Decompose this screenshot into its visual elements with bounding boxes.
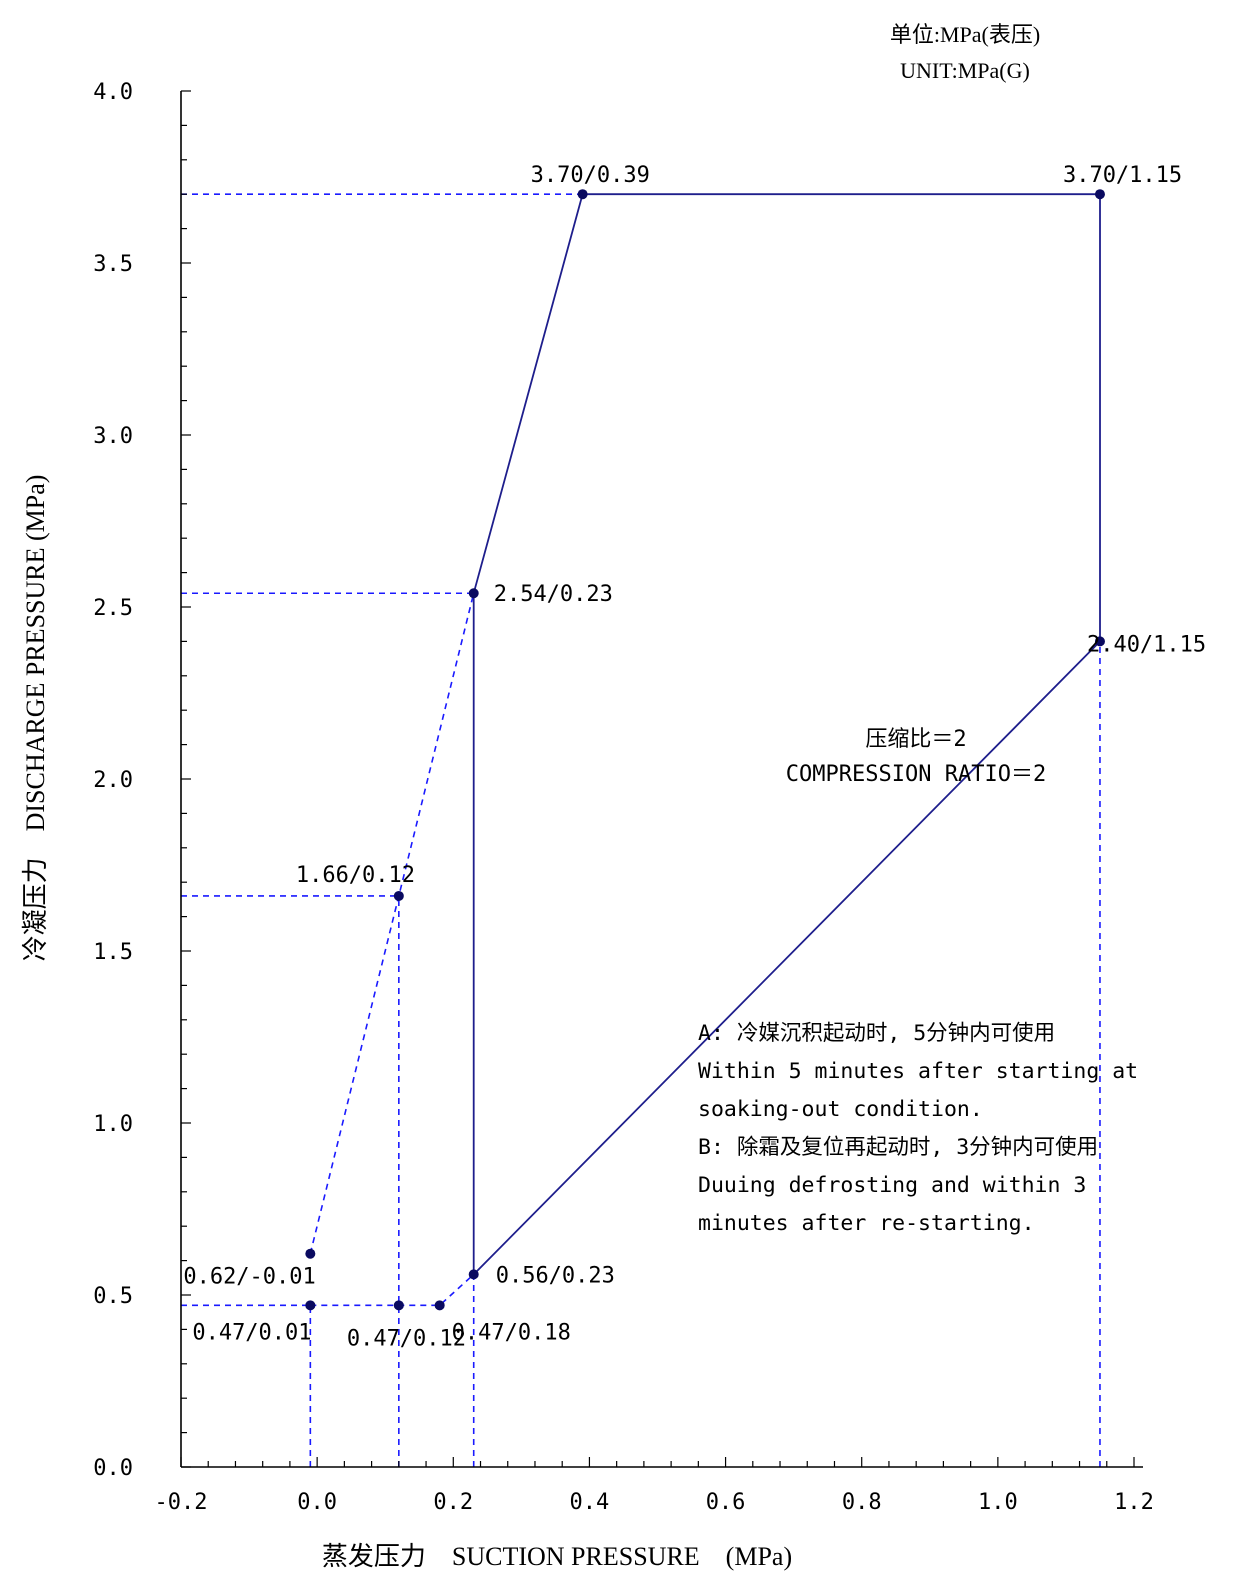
y-tick-label: 0.0 [93,1456,133,1481]
note-line: Duuing defrosting and within 3 [698,1173,1086,1198]
data-points [305,189,1105,1311]
x-tick-label: -0.2 [155,1490,208,1515]
y-tick-label: 1.5 [93,940,133,965]
data-point [468,1269,479,1280]
reference-lines [181,193,1101,1467]
compression-ratio-en: COMPRESSION RATIO＝2 [786,762,1046,787]
x-tick-label: 0.2 [433,1490,473,1515]
data-point [434,1300,445,1311]
data-point [468,588,479,599]
y-tick-label: 1.0 [93,1112,133,1137]
data-point [305,1248,316,1259]
x-tick-label: 0.8 [842,1490,882,1515]
solid-envelope [472,193,1101,1276]
point-label: 3.70/1.15 [1063,163,1182,188]
y-tick-label: 3.5 [93,252,133,277]
point-label: 0.62/-0.01 [183,1265,315,1290]
data-point [393,1300,404,1311]
point-label: 1.66/0.12 [296,863,415,888]
point-label: 3.70/0.39 [531,163,650,188]
x-tick-label: 0.0 [297,1490,337,1515]
note-line: soaking-out condition. [698,1097,983,1122]
y-tick-label: 2.0 [93,768,133,793]
dashed-bottom-line [310,1273,475,1307]
y-tick-label: 0.5 [93,1284,133,1309]
data-point [393,890,404,901]
unit-label-en: UNIT:MPa(G) [900,58,1030,83]
data-point [305,1300,316,1311]
compression-ratio-cn: 压缩比＝2 [865,727,966,752]
data-point [1094,636,1105,647]
y-axis-label: 冷凝压力 DISCHARGE PRESSURE (MPa) [21,475,50,962]
dashed-boundary-lines [309,593,475,1307]
x-axis-label: 蒸发压力 SUCTION PRESSURE (MPa) [322,1542,792,1571]
x-tick-label: 0.6 [706,1490,746,1515]
point-label: 2.54/0.23 [494,582,613,607]
unit-label-cn: 单位:MPa(表压) [890,22,1040,47]
axis-ticks [180,90,1135,1468]
data-point [577,189,588,200]
x-tick-label: 0.4 [570,1490,610,1515]
x-tick-label: 1.2 [1114,1490,1154,1515]
dashed-boundary-line [309,593,475,1254]
y-tick-label: 3.0 [93,424,133,449]
x-tick-label: 1.0 [978,1490,1018,1515]
envelope-line [472,193,1101,1276]
y-tick-label: 2.5 [93,596,133,621]
y-tick-label: 4.0 [93,80,133,105]
point-label: 0.47/0.12 [347,1326,466,1351]
point-label: 0.47/0.18 [452,1320,571,1345]
note-line: minutes after re-starting. [698,1211,1035,1236]
data-point [1094,189,1105,200]
note-line: B: 除霜及复位再起动时, 3分钟内可使用 [698,1135,1098,1160]
point-label: 0.47/0.01 [192,1320,311,1345]
note-line: Within 5 minutes after starting at [698,1059,1138,1084]
point-label: 0.56/0.23 [496,1263,615,1288]
tick-labels: -0.2 0.0 0.2 0.4 0.6 0.8 1.0 1.2 0.0 0.5 1.0 1.5 2.0… [93,80,1154,1515]
point-labels: 3.70/0.39 3.70/1.15 2.54/0.23 2.40/1.15 1.66… [183,163,1206,1351]
note-line: A: 冷媒沉积起动时, 5分钟内可使用 [698,1021,1055,1046]
notes: A: 冷媒沉积起动时, 5分钟内可使用 Within 5 minutes aft… [698,1021,1138,1236]
point-label: 2.40/1.15 [1087,632,1206,657]
